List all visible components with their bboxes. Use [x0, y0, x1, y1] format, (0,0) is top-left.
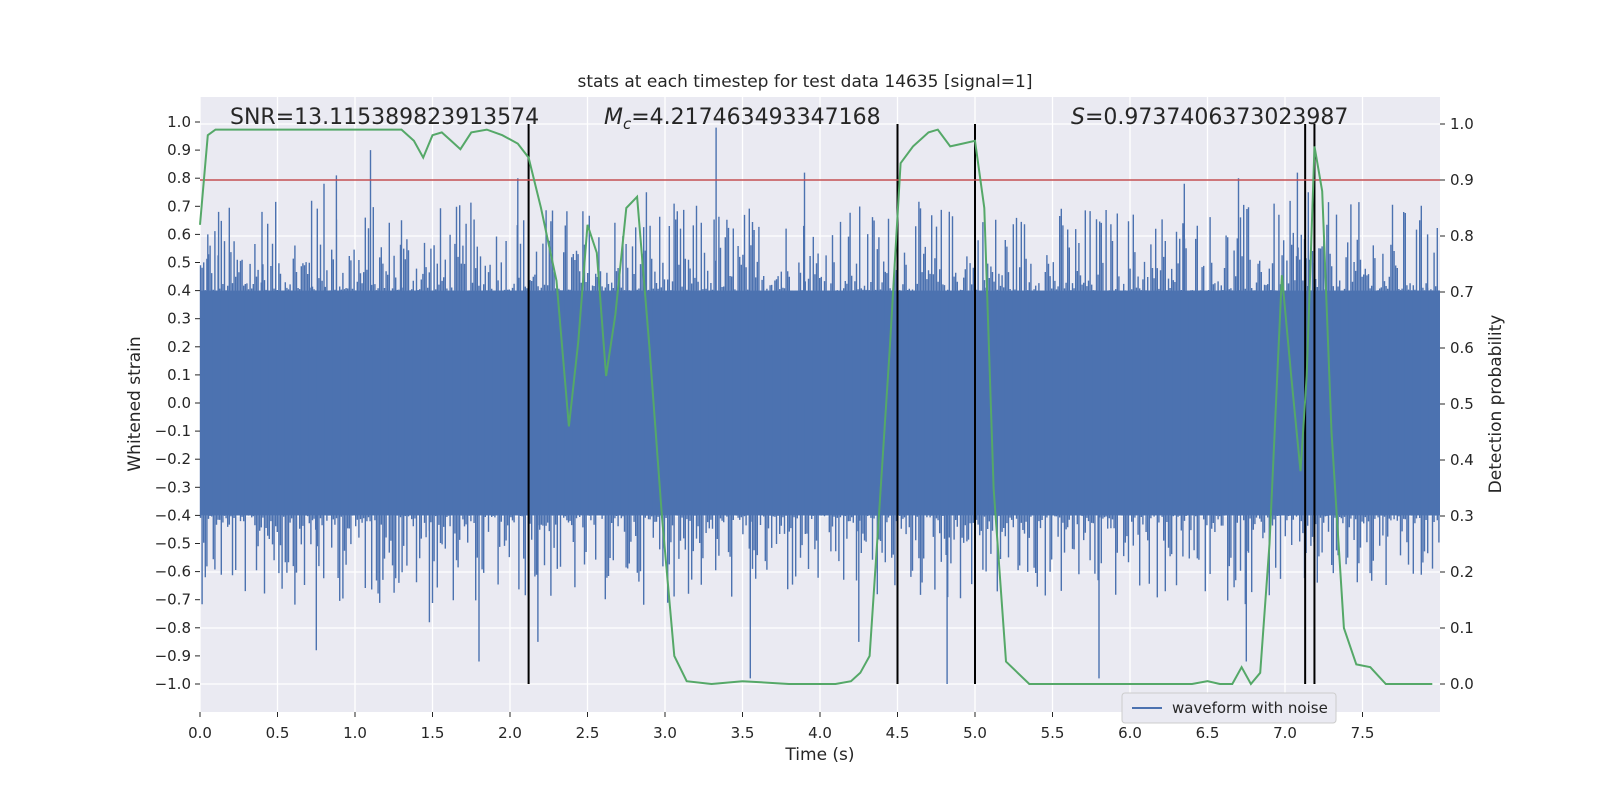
s-symbol: S — [1071, 105, 1085, 130]
x-ticks: 0.0 0.5 1.0 1.5 2.0 2.5 3.0 3.5 4.0 4.5 5.0 5.5 6.0 6… — [188, 712, 1374, 742]
y-tick-label-left: 1.0 — [167, 113, 191, 131]
y-tick-label-right: 1.0 — [1450, 115, 1474, 133]
chirp-mass-value: =4.217463493347168 — [631, 105, 880, 130]
x-tick-label: 5.0 — [963, 724, 987, 742]
y-tick-label-left: 0.4 — [167, 282, 191, 300]
y-tick-label-left: −0.7 — [155, 591, 191, 609]
y-tick-label-right: 0.1 — [1450, 619, 1474, 637]
y-tick-label-right: 0.3 — [1450, 507, 1474, 525]
y-tick-label-left: −0.1 — [155, 422, 191, 440]
y-tick-label-left: −1.0 — [155, 675, 191, 693]
y-tick-label-left: 0.5 — [167, 254, 191, 272]
probability-series — [199, 128, 1433, 686]
y-tick-label-left: 0.8 — [167, 169, 191, 187]
y-tick-label-right: 0.9 — [1450, 171, 1474, 189]
y-tick-label-left: −0.9 — [155, 647, 191, 665]
y-ticks-left: 1.0 0.9 0.8 0.7 0.6 0.5 0.4 0.3 0.2 0.1 0.0 −0.1 −0.… — [155, 113, 200, 693]
y-axis-label-right: Detection probability — [1486, 315, 1506, 494]
y-tick-label-left: −0.3 — [155, 478, 191, 496]
x-tick-label: 1.0 — [343, 724, 367, 742]
y-tick-label-left: −0.6 — [155, 563, 191, 581]
legend: waveform with noise — [1121, 692, 1337, 724]
x-tick-label: 6.5 — [1196, 724, 1220, 742]
y-tick-label-right: 0.5 — [1450, 395, 1474, 413]
waveform-noise-spikes — [199, 127, 1440, 684]
y-tick-label-left: −0.5 — [155, 535, 191, 553]
y-tick-label-left: 0.1 — [167, 366, 191, 384]
chirp-mass-subscript: c — [623, 115, 632, 133]
y-tick-label-right: 0.6 — [1450, 339, 1474, 357]
x-tick-label: 4.0 — [808, 724, 832, 742]
snr-annotation: SNR=13.115389823913574 — [230, 105, 539, 130]
s-annotation: S=0.9737406373023987 — [1071, 105, 1348, 130]
x-tick-label: 1.5 — [421, 724, 445, 742]
y-tick-label-left: 0.0 — [167, 394, 191, 412]
x-axis-label: Time (s) — [784, 745, 854, 765]
y-tick-label-left: −0.2 — [155, 450, 191, 468]
y-tick-label-right: 0.8 — [1450, 227, 1474, 245]
x-tick-label: 7.5 — [1351, 724, 1375, 742]
y-tick-label-left: 0.9 — [167, 141, 191, 159]
y-tick-label-left: 0.3 — [167, 310, 191, 328]
x-tick-label: 5.5 — [1041, 724, 1065, 742]
x-tick-label: 3.5 — [731, 724, 755, 742]
y-tick-label-left: 0.6 — [167, 225, 191, 243]
s-value: =0.9737406373023987 — [1085, 105, 1348, 130]
y-tick-label-left: 0.7 — [167, 197, 191, 215]
x-tick-label: 0.0 — [188, 724, 212, 742]
x-tick-label: 0.5 — [266, 724, 290, 742]
x-tick-label: 2.5 — [576, 724, 600, 742]
x-tick-label: 2.0 — [498, 724, 522, 742]
legend-label: waveform with noise — [1172, 699, 1328, 717]
legend-box — [1121, 692, 1337, 724]
waveform-series — [199, 127, 1440, 684]
chirp-mass-symbol: M — [604, 105, 623, 130]
x-tick-label: 7.0 — [1273, 724, 1297, 742]
x-tick-label: 3.0 — [653, 724, 677, 742]
y-tick-label-left: −0.8 — [155, 619, 191, 637]
y-ticks-right: 1.0 0.9 0.8 0.7 0.6 0.5 0.4 0.3 0.2 0.1 0.0 — [1440, 115, 1474, 693]
y-tick-label-right: 0.7 — [1450, 283, 1474, 301]
y-tick-label-left: 0.2 — [167, 338, 191, 356]
x-tick-label: 6.0 — [1118, 724, 1142, 742]
y-tick-label-right: 0.2 — [1450, 563, 1474, 581]
y-tick-label-left: −0.4 — [155, 506, 191, 524]
chirp-mass-annotation: Mc=4.217463493347168 — [604, 105, 881, 133]
x-tick-label: 4.5 — [886, 724, 910, 742]
y-tick-label-right: 0.4 — [1450, 451, 1474, 469]
y-axis-label-left: Whitened strain — [125, 336, 145, 471]
chart-title: stats at each timestep for test data 146… — [578, 72, 1033, 92]
y-tick-label-right: 0.0 — [1450, 675, 1474, 693]
